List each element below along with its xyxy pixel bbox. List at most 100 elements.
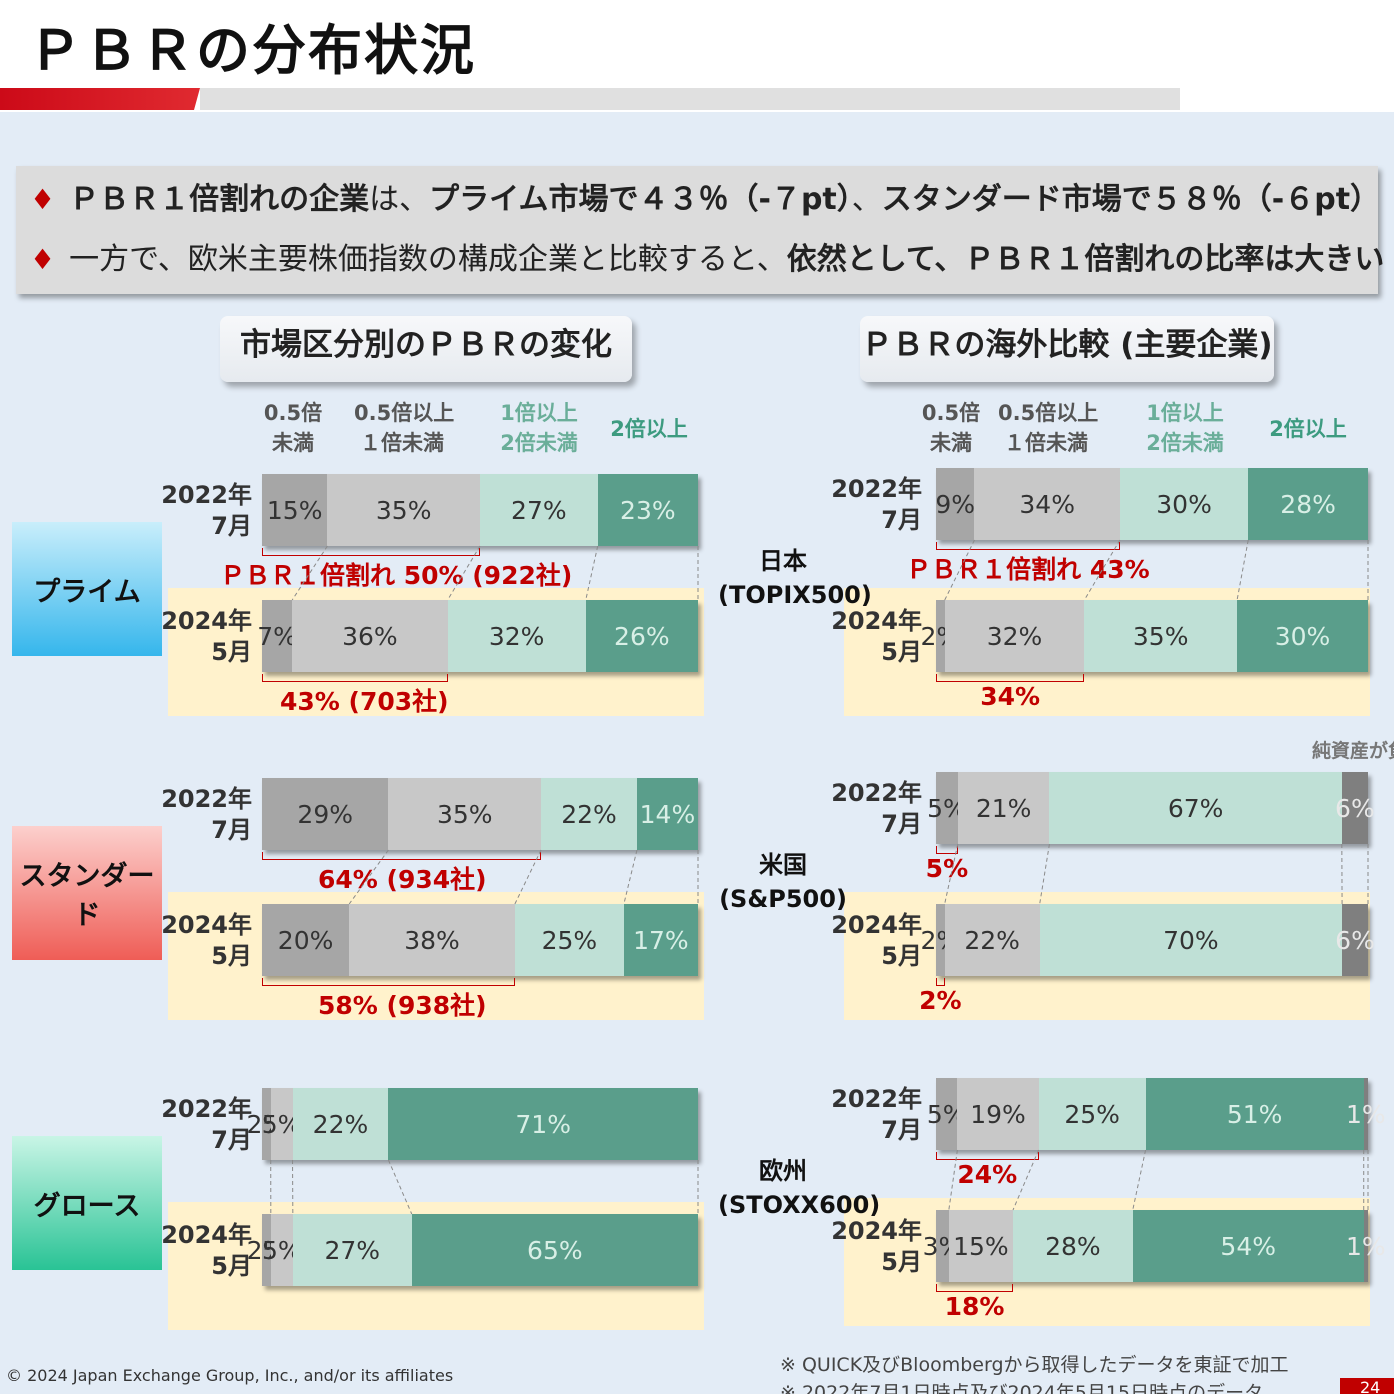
callout-label: 43% (703社) (280, 687, 449, 716)
bar-segment: 28% (1248, 468, 1368, 540)
summary-box: ♦ ＰＢＲ１倍割れの企業は、プライム市場で４３％（-７pt）、スタンダード市場で５… (16, 166, 1384, 294)
country-label: 欧州 (STOXX600) (718, 1157, 881, 1219)
bar-segment: 29% (262, 778, 389, 850)
legend-label: 1倍以上 2倍未満 (1146, 401, 1224, 455)
year-label: 2024年 5月 (161, 607, 252, 666)
stacked-bar: 3% 15% 28% 54% 1% (923, 1210, 1386, 1282)
stacked-bar: 2% 5% 22% 71% (247, 1088, 698, 1160)
bar-segment: 5% (262, 1214, 302, 1286)
bar-segment: 65% (411, 1214, 698, 1286)
stacked-bar: 15% 35% 27% 23% (262, 474, 698, 546)
year-label: 2022年 7月 (161, 1095, 252, 1154)
title-rule (200, 88, 1180, 110)
year-label: 2022年 7月 (831, 779, 922, 838)
bar-segment: 34% (974, 468, 1120, 540)
callout-bracket (936, 846, 958, 854)
bar-segment: 1% (1346, 1210, 1386, 1282)
bullet-text: ＰＢＲ１倍割れの企業 (69, 182, 370, 217)
callout-bracket (262, 852, 542, 860)
bar-segment: 5% (927, 1078, 967, 1150)
stacked-bar: 2% 5% 27% 65% (247, 1214, 698, 1286)
bar-segment: 7% (257, 600, 297, 672)
stacked-bar: 29% 35% 22% 14% (262, 778, 698, 850)
bar-segment: 28% (1012, 1210, 1133, 1282)
side-note: 純資産が負 (1312, 740, 1394, 762)
year-label: 2024年 5月 (161, 1221, 252, 1280)
bar-segment: 25% (1038, 1078, 1146, 1150)
bullet-text: 、 (851, 182, 882, 217)
bar-segment: 35% (1084, 600, 1238, 672)
year-label: 2022年 7月 (831, 1085, 922, 1144)
callout-label: ＰＢＲ１倍割れ 43% (906, 555, 1150, 584)
bar-segment: 2% (920, 904, 960, 976)
bar-segment: 30% (1119, 468, 1249, 540)
bar-segment: 22% (944, 904, 1040, 976)
bar-segment: 35% (327, 474, 480, 546)
page-number: 24 (1340, 1378, 1394, 1394)
bar-segment: 36% (292, 600, 448, 672)
bar-segment: 26% (585, 600, 698, 672)
legend-label: 0.5倍以上 １倍未満 (354, 401, 455, 455)
callout-bracket (262, 548, 480, 556)
callout-bracket (262, 978, 515, 986)
bar-segment: 67% (1049, 772, 1342, 844)
bullet-text: 依然として、ＰＢＲ１倍割れの比率は大きい (786, 242, 1385, 277)
bar-segment: 17% (623, 904, 698, 976)
callout-label: 24% (957, 1160, 1018, 1189)
callout-label: 34% (980, 682, 1041, 711)
bar-segment: 51% (1145, 1078, 1364, 1150)
legend-label: 2倍以上 (610, 417, 688, 441)
legend-label: 2倍以上 (1269, 417, 1347, 441)
bullet-text: は、 (369, 182, 430, 217)
legend-label: 0.5倍 未満 (921, 401, 981, 455)
year-label: 2022年 7月 (161, 785, 252, 844)
year-label: 2022年 7月 (161, 481, 252, 540)
callout-bracket (936, 1284, 1013, 1292)
callout-label: 18% (944, 1292, 1005, 1321)
chart-title-overseas: ＰＢＲの海外比較 (主要企業) (860, 316, 1274, 382)
bar-segment: 22% (541, 778, 637, 850)
bar-segment: 27% (292, 1214, 412, 1286)
bar-segment: 15% (262, 474, 328, 546)
country-label: 日本 (TOPIX500) (718, 547, 872, 609)
bar-segment: 23% (597, 474, 698, 546)
stacked-bar: 2% 22% 70% 6% (920, 904, 1375, 976)
stacked-bar: 9% 34% 30% 28% (935, 468, 1368, 540)
bar-segment: 9% (935, 468, 975, 540)
year-label: 2022年 7月 (831, 475, 922, 534)
bar-segment: 1% (1346, 1078, 1386, 1150)
header: ＰＢＲの分布状況 (0, 0, 1394, 112)
date-note: ※ 2022年7月1日時点及び2024年5月15日時点のデータ (780, 1382, 1264, 1394)
copyright: © 2024 Japan Exchange Group, Inc., and/o… (6, 1366, 454, 1385)
bar-segment: 15% (948, 1210, 1013, 1282)
diamond-icon: ♦ (30, 183, 56, 216)
stacked-bar: 5% 19% 25% 51% 1% (927, 1078, 1386, 1150)
chart-title-market: 市場区分別のＰＢＲの変化 (220, 316, 632, 382)
callout-bracket (936, 542, 1120, 550)
bar-segment: 3% (923, 1210, 962, 1282)
bar-segment: 19% (957, 1078, 1039, 1150)
bar-segment: 54% (1132, 1210, 1364, 1282)
bar-segment: 70% (1039, 904, 1343, 976)
bar-segment: 20% (262, 904, 350, 976)
page-title: ＰＢＲの分布状況 (28, 19, 476, 82)
bar-segment: 32% (944, 600, 1085, 672)
market-label: スタンダード (12, 826, 162, 960)
legend-label: 0.5倍以上 １倍未満 (998, 401, 1099, 455)
callout-bracket (936, 674, 1085, 682)
bar-segment: 5% (262, 1088, 301, 1160)
year-label: 2024年 5月 (831, 1217, 922, 1276)
callout-label: 58% (938社) (318, 991, 487, 1020)
bar-segment: 35% (388, 778, 542, 850)
bar-segment: 38% (349, 904, 515, 976)
bar-segment: 25% (514, 904, 624, 976)
legend-label: 0.5倍 未満 (263, 401, 323, 455)
callout-label: 2% (919, 986, 962, 1015)
market-label: プライム (12, 522, 162, 656)
title-rule-accent (0, 88, 200, 110)
stacked-bar: 2% 32% 35% 30% (921, 600, 1368, 672)
bullet-text: 一方で、欧米主要株価指数の構成企業と比較すると、 (69, 242, 787, 277)
bar-segment: 32% (447, 600, 586, 672)
market-label: グロース (12, 1136, 162, 1270)
source-note: ※ QUICK及びBloombergから取得したデータを東証で加工 (780, 1354, 1289, 1376)
